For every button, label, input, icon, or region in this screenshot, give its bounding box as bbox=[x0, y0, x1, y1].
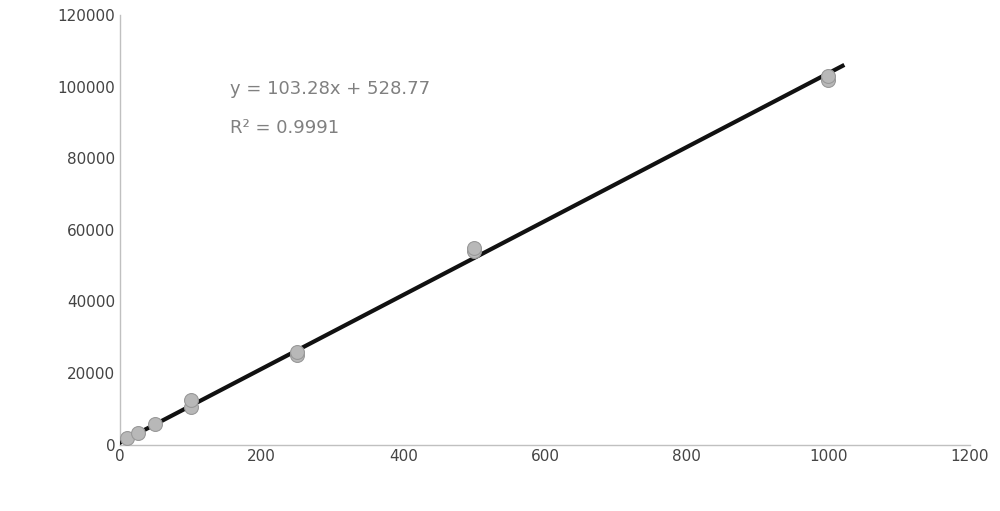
Point bbox=[183, 403, 199, 411]
Point bbox=[466, 247, 482, 256]
Point bbox=[183, 396, 199, 404]
Point bbox=[147, 420, 163, 428]
Text: y = 103.28x + 528.77: y = 103.28x + 528.77 bbox=[230, 80, 430, 98]
Point bbox=[130, 429, 146, 437]
Point bbox=[820, 76, 836, 84]
Text: R² = 0.9991: R² = 0.9991 bbox=[230, 119, 339, 137]
Point bbox=[466, 244, 482, 252]
Point bbox=[119, 434, 135, 442]
Point bbox=[289, 351, 305, 359]
Point bbox=[820, 72, 836, 80]
Point bbox=[289, 347, 305, 356]
